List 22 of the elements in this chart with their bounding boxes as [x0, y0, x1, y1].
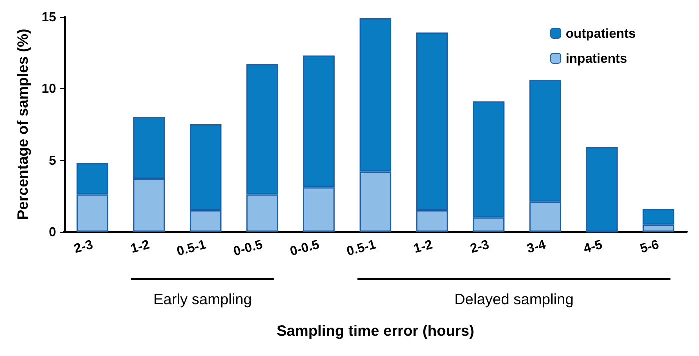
x-tick-label: 2-3	[72, 236, 95, 256]
x-tick-label: 3-4	[525, 236, 548, 256]
x-tick-label: 0-0.5	[232, 236, 264, 259]
x-axis-title: Sampling time error (hours)	[276, 323, 474, 340]
text: Early sampling	[154, 292, 252, 308]
x-tick-label: 2-3	[468, 236, 491, 256]
legend-label: inpatients	[566, 51, 628, 66]
text: Delayed sampling	[454, 292, 574, 308]
x-tick-label: 1-2	[129, 236, 152, 256]
bar	[586, 147, 618, 232]
y-tick-label: 10	[42, 81, 56, 96]
x-tick-label: 0.5-1	[175, 236, 208, 259]
x-tick-label: 0.5-1	[345, 236, 378, 259]
y-tick-label: 15	[42, 10, 56, 24]
y-axis-title: Percentage of samples (%)	[15, 29, 32, 220]
x-tick-label: 0-0.5	[288, 236, 322, 259]
x-tick-label: 4-5	[582, 236, 604, 256]
x-tick-label: 5-6	[638, 236, 661, 256]
x-tick-label: 1-2	[412, 236, 434, 256]
legend-label: outpatients	[566, 26, 636, 41]
y-tick-label: 5	[49, 152, 56, 168]
y-tick-label: 0	[49, 224, 56, 240]
